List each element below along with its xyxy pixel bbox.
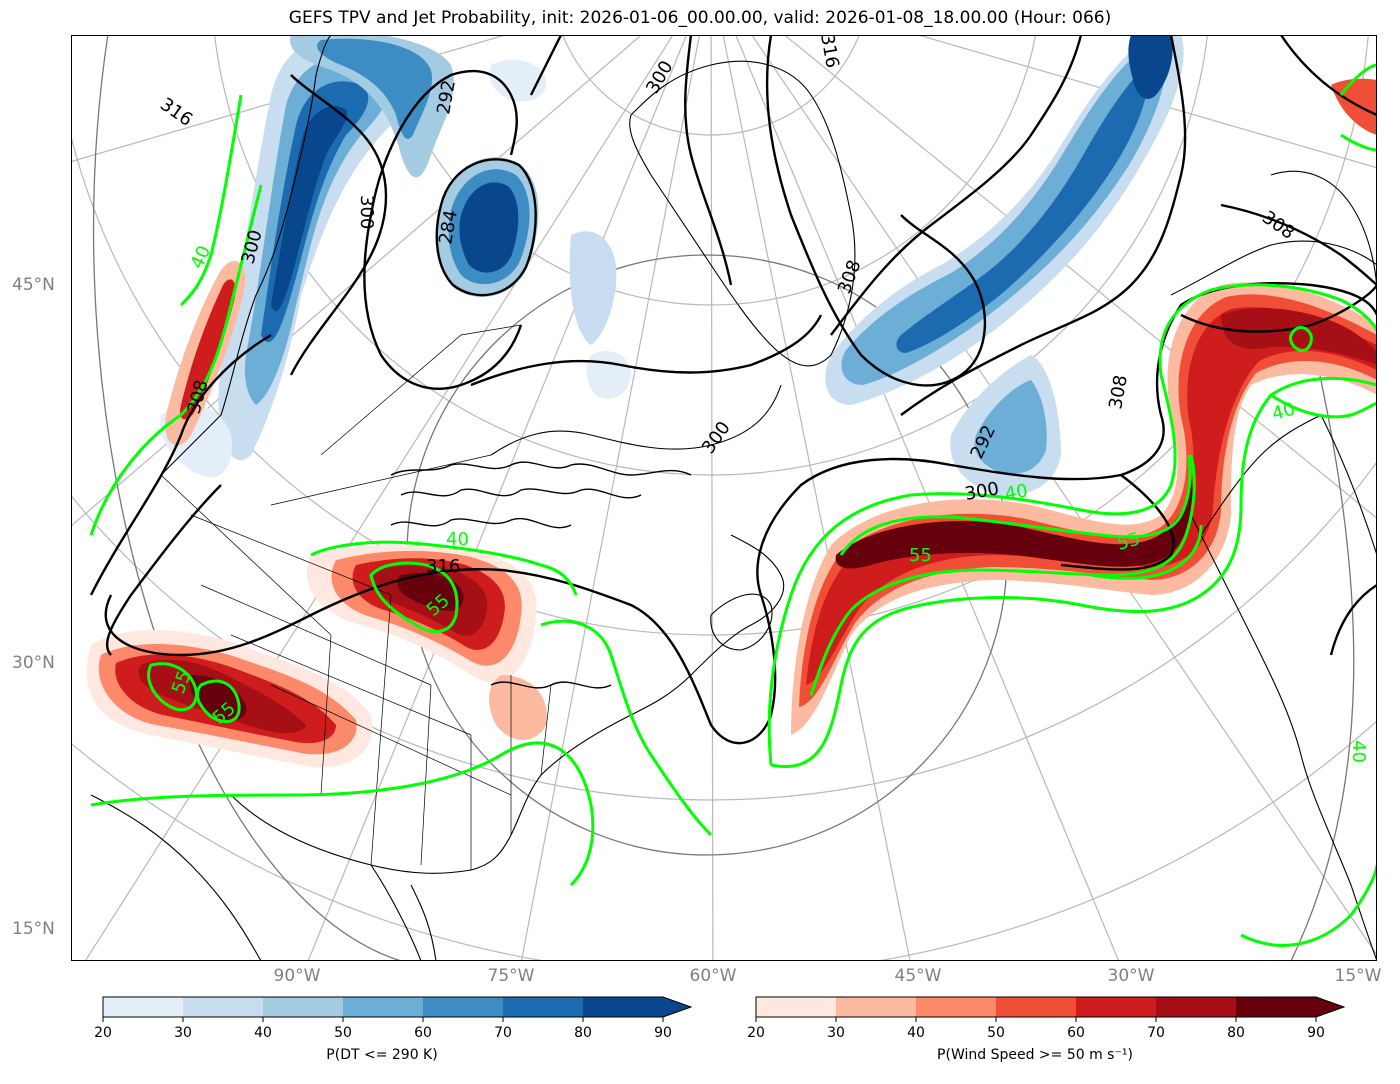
wind-label: 40: [1003, 480, 1029, 505]
lon-label-75w: 75°W: [487, 966, 535, 986]
colorbar-swatch: [423, 997, 504, 1017]
reference-arc: [92, 35, 402, 961]
colorbar-swatch: [916, 997, 997, 1017]
colorbar-tick-label: 40: [907, 1025, 925, 1041]
colorbar-swatch: [583, 997, 664, 1017]
figure-title: GEFS TPV and Jet Probability, init: 2026…: [288, 8, 1112, 28]
colorbar-swatch: [996, 997, 1077, 1017]
colorbar-wind-label: P(Wind Speed >= 50 m s⁻¹): [937, 1047, 1133, 1063]
colorbar-tick-label: 30: [174, 1025, 192, 1041]
colorbar-tick-label: 70: [494, 1025, 512, 1041]
theta-label: 316: [426, 556, 460, 577]
colorbar-tick-label: 50: [334, 1025, 352, 1041]
colorbar-swatch: [1156, 997, 1237, 1017]
wind-contours: [89, 63, 1377, 947]
colorbar-tick-label: 90: [1307, 1025, 1325, 1041]
colorbar-swatch: [1076, 997, 1157, 1017]
colorbar-swatch: [503, 997, 584, 1017]
colorbar-dt: 20 30 40 50 60 70 80 90: [95, 996, 693, 1041]
colorbar-tick-label: 40: [254, 1025, 272, 1041]
surface-contours-thin: [390, 461, 692, 689]
colorbar-tick-label: 80: [1227, 1025, 1245, 1041]
colorbar-wind: 20 30 40 50 60 70 80 90: [748, 996, 1346, 1041]
lat-label-30n: 30°N: [12, 653, 55, 673]
colorbar-swatch: [343, 997, 424, 1017]
coastlines: [90, 35, 1377, 961]
map-panel: 316 308 300 292 284 300 316 308 300 300 …: [71, 35, 1377, 961]
colorbar-tick-label: 80: [574, 1025, 592, 1041]
lat-label-15n: 15°N: [12, 919, 55, 939]
colorbar-outline: [755, 996, 1346, 1018]
wind-label: 40: [1348, 740, 1369, 763]
tpv-probability-fill: [160, 35, 1184, 496]
colorbar-swatch: [263, 997, 344, 1017]
colorbar-swatch: [756, 997, 837, 1017]
colorbar-swatch: [836, 997, 917, 1017]
colorbar-tick-label: 70: [1147, 1025, 1165, 1041]
colorbar-swatch: [183, 997, 264, 1017]
lon-label-30w: 30°W: [1107, 966, 1155, 986]
lat-label-45n: 45°N: [12, 275, 55, 295]
colorbar-tick-label: 30: [827, 1025, 845, 1041]
wind-label: 40: [446, 529, 469, 550]
colorbar-tick-label: 20: [748, 1025, 765, 1041]
colorbar-extend-arrow: [663, 997, 691, 1017]
reference-arc-east: [1290, 334, 1355, 961]
lon-label-90w: 90°W: [273, 966, 321, 986]
theta-label: 300: [356, 195, 377, 229]
theta-contours: [89, 35, 1377, 745]
colorbar-tick-label: 60: [414, 1025, 432, 1041]
colorbar-tick-label: 90: [654, 1025, 672, 1041]
colorbar-swatch: [103, 997, 184, 1017]
colorbar-outline: [102, 996, 693, 1018]
colorbar-tick-label: 60: [1067, 1025, 1085, 1041]
colorbar-tick-label: 50: [987, 1025, 1005, 1041]
lon-label-60w: 60°W: [689, 966, 737, 986]
colorbar-tick-label: 20: [95, 1025, 112, 1041]
wind-label: 55: [909, 545, 932, 566]
colorbar-swatch: [1236, 997, 1317, 1017]
lon-label-15w: 15°W: [1334, 966, 1382, 986]
lon-label-45w: 45°W: [894, 966, 942, 986]
colorbar-extend-arrow: [1316, 997, 1344, 1017]
colorbar-dt-label: P(DT <= 290 K): [326, 1047, 438, 1063]
state-borders: [160, 324, 552, 870]
